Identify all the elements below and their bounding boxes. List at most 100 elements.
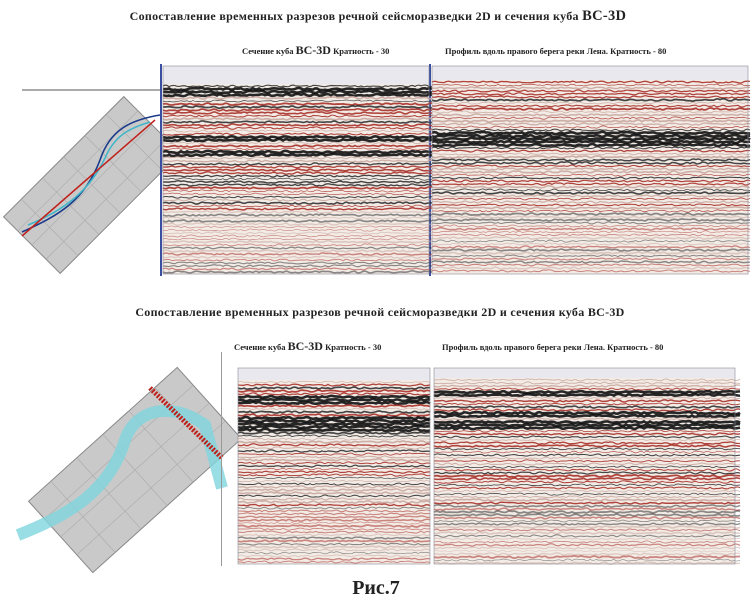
reflector xyxy=(433,477,741,481)
reflector xyxy=(237,554,431,558)
reflector xyxy=(162,107,434,112)
reflector xyxy=(431,197,751,201)
river xyxy=(15,404,228,541)
reflector xyxy=(433,389,741,395)
reflector xyxy=(433,441,741,445)
frame-edge xyxy=(221,352,222,566)
reflector xyxy=(431,254,751,258)
reflector xyxy=(237,440,431,444)
reflector xyxy=(431,227,751,231)
map xyxy=(27,366,243,574)
reflector xyxy=(162,234,434,238)
reflector xyxy=(237,470,431,474)
reflector xyxy=(431,236,751,240)
reflector xyxy=(433,465,741,469)
reflector xyxy=(433,399,741,403)
reflector xyxy=(433,501,741,505)
reflector xyxy=(237,545,431,549)
reflector xyxy=(431,136,751,142)
reflector xyxy=(431,104,751,108)
reflector xyxy=(162,174,434,178)
reflector xyxy=(237,536,431,540)
reflector xyxy=(433,453,741,457)
reflector xyxy=(162,246,434,250)
reflector xyxy=(237,424,431,430)
reflector xyxy=(162,207,434,211)
reflector xyxy=(431,154,751,159)
reflector xyxy=(431,86,751,90)
reflector xyxy=(431,122,751,126)
cube-name: BC-3D xyxy=(296,43,332,57)
reflector xyxy=(162,225,434,229)
reflector xyxy=(431,152,751,156)
section-header xyxy=(432,66,748,80)
reflector xyxy=(162,192,434,196)
frame-edge xyxy=(160,64,162,276)
title-text: Сопоставление временных разрезов речной … xyxy=(130,9,579,23)
reflector xyxy=(162,123,434,127)
section-frame xyxy=(431,65,749,275)
reflector xyxy=(433,483,741,487)
reflector xyxy=(162,189,434,193)
reflector xyxy=(431,110,751,114)
reflector xyxy=(237,449,431,453)
reflector xyxy=(431,239,751,243)
reflector xyxy=(431,173,751,177)
reflector xyxy=(431,92,751,96)
reflector xyxy=(433,450,741,454)
reflector xyxy=(433,378,741,382)
reflector xyxy=(162,252,434,256)
reflector xyxy=(162,84,434,88)
cube-label: Сечение куба BC-3D Кратность - 30 xyxy=(234,339,381,353)
reflector xyxy=(162,255,434,259)
reflector xyxy=(433,392,741,398)
reflector xyxy=(237,497,431,501)
reflector xyxy=(237,400,431,406)
reflector xyxy=(162,222,434,226)
reflector xyxy=(431,89,751,93)
reflector xyxy=(433,419,741,425)
reflector xyxy=(162,243,434,247)
reflector xyxy=(431,209,751,213)
reflector xyxy=(237,488,431,492)
reflector xyxy=(162,219,434,223)
reflector xyxy=(433,561,741,565)
reflector xyxy=(431,101,751,105)
reflector xyxy=(431,130,751,136)
reflector xyxy=(237,491,431,495)
reflector xyxy=(162,237,434,241)
reflector xyxy=(433,432,741,436)
frame-edge xyxy=(429,64,431,276)
reflector xyxy=(237,437,431,441)
reflector xyxy=(162,152,434,158)
reflector xyxy=(162,147,434,151)
reflector xyxy=(237,542,431,546)
title-text: Сопоставление временных разрезов речной … xyxy=(135,305,584,319)
cube-label-text: Сечение куба xyxy=(242,46,294,56)
reflector xyxy=(433,489,741,493)
reflector xyxy=(431,149,751,153)
reflector xyxy=(237,500,431,504)
reflector xyxy=(237,467,431,471)
reflector xyxy=(162,228,434,232)
reflector xyxy=(433,417,741,421)
reflector xyxy=(162,129,434,133)
reflector xyxy=(433,504,741,509)
reflector xyxy=(433,495,741,499)
cube-name: BC-3D xyxy=(288,339,324,353)
reflector xyxy=(237,407,431,411)
reflector xyxy=(431,142,751,148)
map-grid xyxy=(44,385,226,555)
reflector xyxy=(431,191,751,195)
reflector xyxy=(433,444,741,448)
reflector xyxy=(237,380,431,384)
reflector xyxy=(431,176,751,180)
reflector xyxy=(162,201,434,205)
reflector xyxy=(162,239,434,244)
reflector xyxy=(237,461,431,465)
reflector xyxy=(162,249,434,253)
reflector xyxy=(433,429,741,433)
reflector xyxy=(433,413,741,419)
reflector xyxy=(237,557,431,561)
figure-title: Сопоставление временных разрезов речной … xyxy=(135,305,624,319)
